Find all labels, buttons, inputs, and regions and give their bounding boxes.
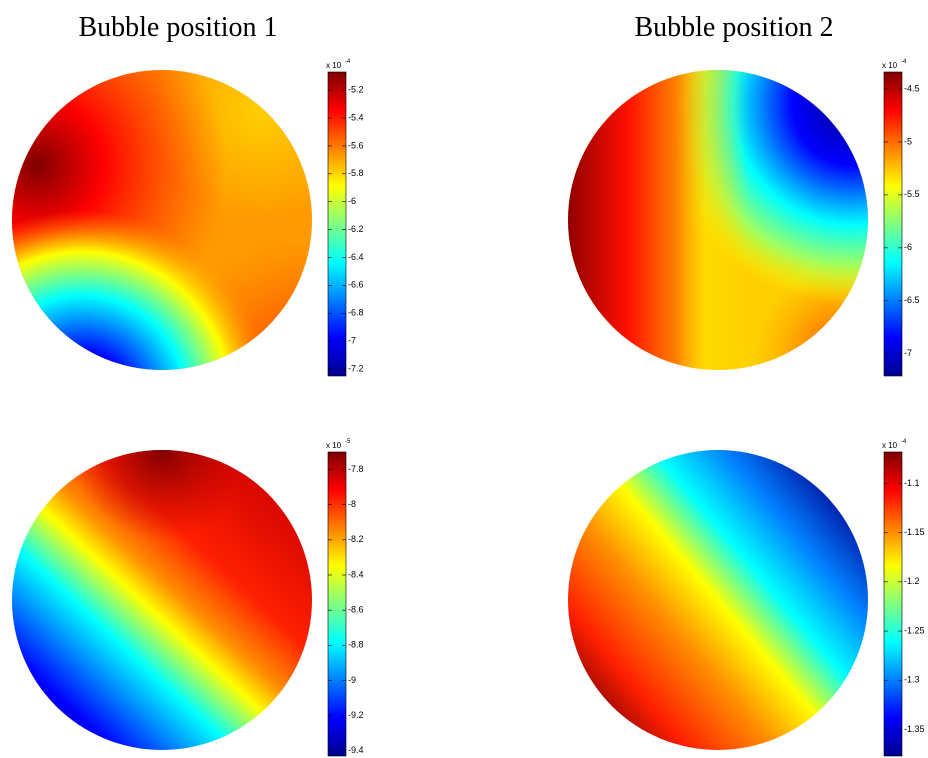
colorbar-exponent: -5	[345, 439, 351, 445]
colorbar-tick-label: -7	[348, 336, 356, 346]
colorbar-exponent: -4	[901, 439, 907, 445]
colorbar-tick-label: -7	[904, 348, 912, 358]
colorbar-tick-label: -8.4	[348, 569, 364, 579]
panel-title: Bubble position 1	[78, 12, 277, 43]
colorbar-tick-label: -7.8	[348, 464, 364, 474]
colorbar-tick-label: -5.4	[348, 112, 364, 122]
colorbar-tick-label: -5.5	[904, 189, 920, 199]
colorbar-tick-label: -1.1	[904, 478, 920, 488]
colorbar	[327, 451, 347, 757]
colorbar-tick-label: -1.2	[904, 576, 920, 586]
colorbar-scale: x 10	[882, 441, 898, 450]
colorbar-tick-label: -1.25	[904, 625, 925, 635]
colorbar-tick-label: -9	[348, 675, 356, 685]
colorbar-tick-label: -7.2	[348, 363, 364, 373]
colorbar-tick-label: -4.5	[904, 83, 920, 93]
field-map	[12, 450, 312, 750]
colorbar-scale: x 10	[326, 61, 342, 70]
panel-title: Bubble position 2	[634, 12, 833, 43]
colorbar-tick-label: -6	[904, 242, 912, 252]
colorbar	[883, 451, 903, 757]
colorbar-exponent: -4	[901, 59, 907, 65]
colorbar	[327, 71, 347, 377]
colorbar-tick-label: -6.5	[904, 295, 920, 305]
colorbar-tick-label: -8	[348, 499, 356, 509]
colorbar-scale: x 10	[882, 61, 898, 70]
colorbar-tick-label: -5.8	[348, 168, 364, 178]
colorbar-tick-label: -1.35	[904, 724, 925, 734]
colorbar-tick-label: -8.8	[348, 640, 364, 650]
colorbar-tick-label: -8.2	[348, 534, 364, 544]
colorbar-tick-label: -6.4	[348, 252, 364, 262]
field-map	[568, 450, 868, 750]
colorbar	[883, 71, 903, 377]
colorbar-tick-label: -5.6	[348, 140, 364, 150]
colorbar-tick-label: -1.15	[904, 527, 925, 537]
colorbar-scale: x 10	[326, 441, 342, 450]
colorbar-tick-label: -6.6	[348, 280, 364, 290]
colorbar-tick-label: -6.8	[348, 308, 364, 318]
field-map	[12, 70, 312, 370]
colorbar-tick-label: -9.2	[348, 710, 364, 720]
colorbar-tick-label: -8.6	[348, 605, 364, 615]
colorbar-tick-label: -1.3	[904, 675, 920, 685]
colorbar-tick-label: -9.4	[348, 745, 364, 755]
field-map	[568, 70, 868, 370]
colorbar-tick-label: -5	[904, 136, 912, 146]
colorbar-tick-label: -6	[348, 196, 356, 206]
colorbar-tick-label: -6.2	[348, 224, 364, 234]
colorbar-exponent: -4	[345, 59, 351, 65]
colorbar-tick-label: -5.2	[348, 85, 364, 95]
